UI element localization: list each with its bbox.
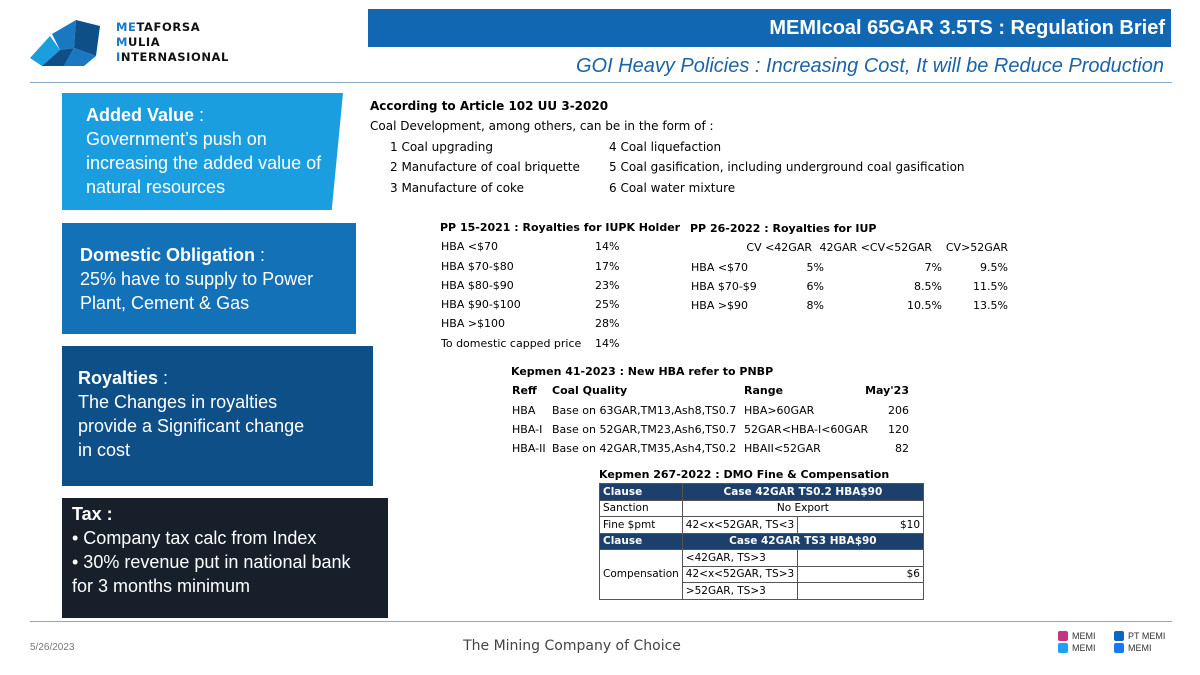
table-row: HBA >$100 28% <box>441 317 620 331</box>
footer-divider <box>30 621 1172 622</box>
table-row: Fine $pmt 42<x<52GAR, TS<3 $10 <box>599 516 924 534</box>
table-row: HBA $90-$100 25% <box>441 298 620 312</box>
table-row: HBA-II Base on 42GAR,TM35,Ash4,TS0.2 HBA… <box>512 442 909 456</box>
table-row: To domestic capped price 14% <box>441 336 620 350</box>
table-row: HBA Base on 63GAR,TM13,Ash8,TS0.7 HBA>60… <box>512 403 909 417</box>
table-row: >52GAR, TS>3 <box>600 582 924 600</box>
header-divider <box>30 82 1172 83</box>
table-row: 42<x<52GAR, TS>3 $6 <box>600 565 924 583</box>
table-row: Compensation <42GAR, TS>3 <box>599 549 924 600</box>
logo-mark-icon <box>30 20 100 66</box>
table-title: Kepmen 267-2022 : DMO Fine & Compensatio… <box>599 468 890 481</box>
footer-tagline: The Mining Company of Choice <box>463 638 681 654</box>
added-value-text: Government’s push on increasing the adde… <box>86 129 322 197</box>
pp15-royalty-table: PP 15-2021 : Royalties for IUPK Holder H… <box>440 218 690 353</box>
table-row: Sanction No Export <box>599 499 925 517</box>
table-title: PP 15-2021 : Royalties for IUPK Holder <box>440 221 681 234</box>
table-row: HBA $70-$80 17% <box>441 259 620 273</box>
slide-title: MEMIcoal 65GAR 3.5TS : Regulation Brief <box>368 9 1171 47</box>
tax-bullet: • Company tax calc from Index <box>72 528 317 548</box>
instagram-link[interactable]: MEMI <box>1058 630 1096 642</box>
company-logo: METAFORSA MULIA INTERNASIONAL <box>30 18 230 74</box>
twitter-icon <box>1058 643 1068 653</box>
tax-box: Tax : • Company tax calc from Index • 30… <box>62 498 388 618</box>
article-intro: Coal Development, among others, can be i… <box>370 119 714 134</box>
facebook-link[interactable]: MEMI <box>1114 642 1165 654</box>
table-title: Kepmen 41-2023 : New HBA refer to PNBP <box>511 365 774 378</box>
table-row: HBA $70-$9 6% 8.5% 11.5% <box>691 279 1008 293</box>
article-102-section: According to Article 102 UU 3-2020 Coal … <box>370 96 965 198</box>
domestic-obligation-heading: Domestic Obligation <box>80 245 256 265</box>
table-row: HBA $80-$90 23% <box>441 278 620 292</box>
added-value-heading: Added Value <box>86 105 195 125</box>
list-item: 2 Manufacture of coal briquette 5 Coal ga… <box>390 160 965 175</box>
royalties-box: Royalties : The Changes in royalties pro… <box>62 346 373 486</box>
list-item: 3 Manufacture of coke 6 Coal water mixtur… <box>390 180 736 195</box>
twitter-link[interactable]: MEMI <box>1058 642 1096 654</box>
domestic-obligation-text: 25% have to supply to Power Plant, Cemen… <box>80 269 314 313</box>
instagram-icon <box>1058 631 1068 641</box>
table-header-row: Clause Case 42GAR TS3 HBA$90 <box>599 532 925 550</box>
added-value-box: Added Value : Government’s push on incre… <box>62 93 343 210</box>
domestic-obligation-box: Domestic Obligation : 25% have to supply… <box>62 223 356 334</box>
kepmen267-dmo-table: Kepmen 267-2022 : DMO Fine & Compensatio… <box>599 466 925 600</box>
social-links-right: PT MEMI MEMI <box>1114 630 1165 654</box>
table-header-row: Clause Case 42GAR TS0.2 HBA$90 <box>599 483 925 501</box>
table-header-row: Reff Coal Quality Range May'23 <box>512 384 909 398</box>
table-title: PP 26-2022 : Royalties for IUP <box>690 222 877 235</box>
royalties-heading: Royalties <box>78 368 159 388</box>
logo-wordmark: METAFORSA MULIA INTERNASIONAL <box>116 20 229 64</box>
pp26-royalty-table: PP 26-2022 : Royalties for IUP CV <42GAR… <box>690 219 1020 315</box>
tax-bullet: • 30% revenue put in national bank for 3… <box>72 552 351 596</box>
facebook-icon <box>1114 643 1124 653</box>
linkedin-link[interactable]: PT MEMI <box>1114 630 1165 642</box>
table-row: HBA >$90 8% 10.5% 13.5% <box>691 299 1008 313</box>
slide-date: 5/26/2023 <box>30 642 75 653</box>
royalties-text: The Changes in royalties provide a Signi… <box>78 392 305 460</box>
social-links-left: MEMI MEMI <box>1058 630 1096 654</box>
dmo-fine-table: Clause Case 42GAR TS0.2 HBA$90 Sanction … <box>599 483 925 600</box>
table-row: HBA <$70 14% <box>441 240 620 254</box>
list-item: 1 Coal upgrading 4 Coal liquefaction <box>390 139 722 154</box>
slide-subtitle: GOI Heavy Policies : Increasing Cost, It… <box>575 55 1164 77</box>
linkedin-icon <box>1114 631 1124 641</box>
article-title: According to Article 102 UU 3-2020 <box>370 99 609 113</box>
tax-heading: Tax : <box>72 504 113 524</box>
table-header-row: CV <42GAR 42GAR <CV<52GAR CV>52GAR <box>746 241 1008 255</box>
kepmen41-hba-table: Kepmen 41-2023 : New HBA refer to PNBP R… <box>511 362 921 458</box>
table-row: HBA-I Base on 52GAR,TM23,Ash6,TS0.7 52GA… <box>512 422 909 436</box>
table-row: HBA <$70 5% 7% 9.5% <box>691 260 1008 274</box>
